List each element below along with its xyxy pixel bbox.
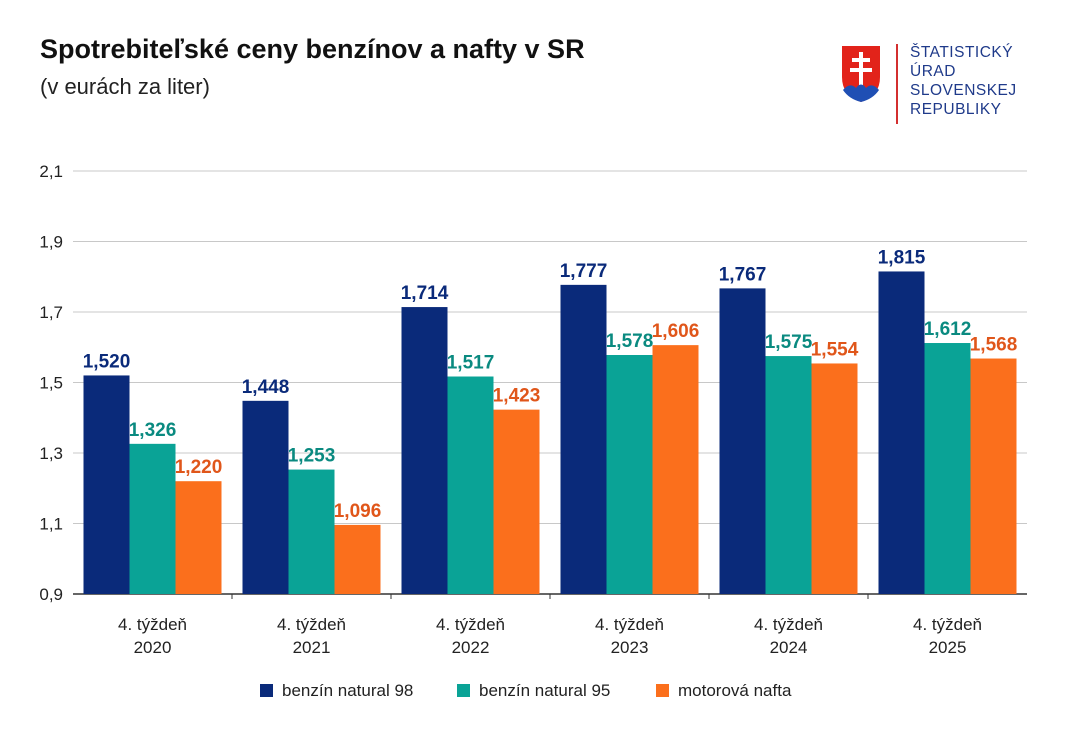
logo-text: ŠTATISTICKÝ ÚRAD SLOVENSKEJ REPUBLIKY <box>910 43 1017 119</box>
bar <box>560 284 607 594</box>
legend-swatch <box>457 684 470 697</box>
y-tick-label: 1,3 <box>39 444 63 463</box>
x-tick-label: 4. týždeň <box>754 615 823 634</box>
x-tick-label: 4. týždeň <box>118 615 187 634</box>
y-tick-label: 2,1 <box>39 162 63 181</box>
data-label: 1,777 <box>560 261 608 282</box>
data-label: 1,554 <box>811 339 859 360</box>
data-label: 1,815 <box>878 247 926 268</box>
bar <box>447 376 494 594</box>
data-label: 1,568 <box>970 335 1018 356</box>
bar <box>175 481 222 594</box>
x-tick-label: 4. týždeň <box>913 615 982 634</box>
data-label: 1,578 <box>606 331 654 352</box>
bar <box>288 469 335 594</box>
bar <box>334 524 381 594</box>
bar <box>401 307 448 594</box>
data-label: 1,606 <box>652 321 700 342</box>
data-label: 1,220 <box>175 457 223 478</box>
data-label: 1,326 <box>129 420 177 441</box>
legend-swatch <box>656 684 669 697</box>
bar <box>83 375 130 594</box>
y-tick-label: 0,9 <box>39 585 63 604</box>
bar <box>493 409 540 594</box>
data-label: 1,520 <box>83 351 131 372</box>
data-label: 1,714 <box>401 283 449 304</box>
x-tick-label: 4. týždeň <box>436 615 505 634</box>
y-tick-label: 1,5 <box>39 374 63 393</box>
data-label: 1,612 <box>924 319 972 340</box>
bar <box>924 343 971 594</box>
legend-label: benzín natural 98 <box>282 681 413 700</box>
bar <box>129 443 176 594</box>
x-tick-label: 2024 <box>770 638 808 657</box>
data-label: 1,575 <box>765 332 813 353</box>
x-tick-label: 4. týždeň <box>595 615 664 634</box>
data-label: 1,423 <box>493 386 541 407</box>
data-label: 1,767 <box>719 264 767 285</box>
data-label: 1,253 <box>288 446 336 467</box>
x-tick-label: 2025 <box>929 638 967 657</box>
y-tick-label: 1,7 <box>39 303 63 322</box>
logo-line: ÚRAD <box>910 63 956 80</box>
x-tick-label: 2022 <box>452 638 490 657</box>
chart-title: Spotrebiteľské ceny benzínov a nafty v S… <box>40 34 585 64</box>
x-tick-label: 2021 <box>293 638 331 657</box>
bar <box>606 355 653 594</box>
x-tick-label: 4. týždeň <box>277 615 346 634</box>
logo-line: ŠTATISTICKÝ <box>910 44 1014 61</box>
logo-line: SLOVENSKEJ <box>910 82 1017 99</box>
bar <box>970 358 1017 594</box>
y-tick-label: 1,1 <box>39 515 63 534</box>
bar <box>811 363 858 594</box>
logo-divider <box>896 44 898 124</box>
data-label: 1,096 <box>334 501 382 522</box>
legend-label: benzín natural 95 <box>479 681 610 700</box>
chart-subtitle: (v eurách za liter) <box>40 74 210 99</box>
x-tick-label: 2023 <box>611 638 649 657</box>
bar <box>878 271 925 594</box>
bar <box>719 288 766 594</box>
y-tick-label: 1,9 <box>39 233 63 252</box>
data-label: 1,448 <box>242 377 290 398</box>
bar <box>765 356 812 594</box>
data-label: 1,517 <box>447 353 495 374</box>
legend-swatch <box>260 684 273 697</box>
bar <box>242 400 289 594</box>
x-tick-label: 2020 <box>134 638 172 657</box>
slovak-coat-of-arms-icon <box>839 43 883 106</box>
bar <box>652 345 699 594</box>
legend-label: motorová nafta <box>678 681 792 700</box>
logo-line: REPUBLIKY <box>910 101 1002 118</box>
